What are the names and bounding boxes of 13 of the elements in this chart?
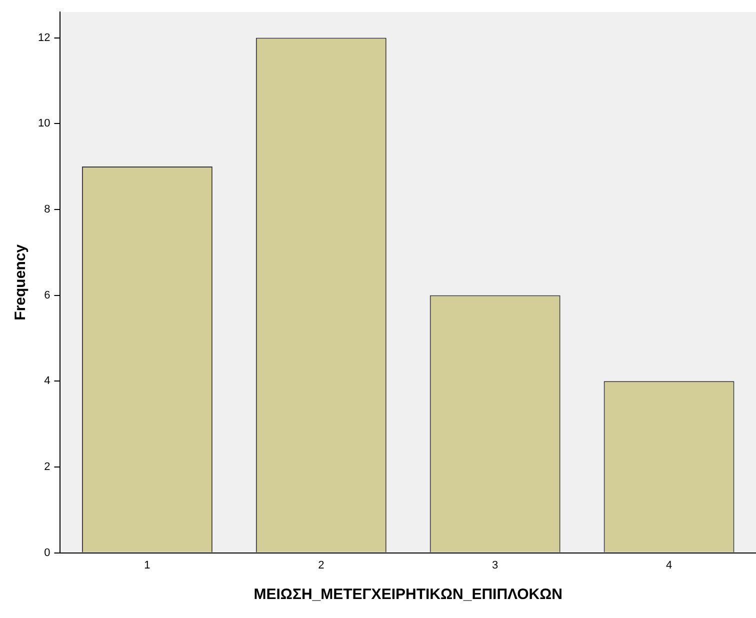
x-tick-label: 4 [666,559,672,572]
x-tick-label: 2 [318,559,324,572]
y-tick-label: 12 [38,32,50,44]
y-axis-title: Frequency [12,244,30,320]
y-tick-label: 0 [44,546,50,559]
x-tick-label: 1 [144,559,150,572]
y-tick-label: 6 [44,289,50,302]
y-tick-label: 2 [44,460,50,473]
y-tick-label: 8 [44,203,50,216]
y-tick-label: 4 [44,375,50,388]
y-tick-label: 10 [38,118,50,130]
x-tick-label: 3 [492,559,498,572]
x-axis-title: ΜΕΙΩΣΗ_ΜΕΤΕΓΧΕΙΡΗΤΙΚΩΝ_ΕΠΙΠΛΟΚΩΝ [254,586,562,604]
